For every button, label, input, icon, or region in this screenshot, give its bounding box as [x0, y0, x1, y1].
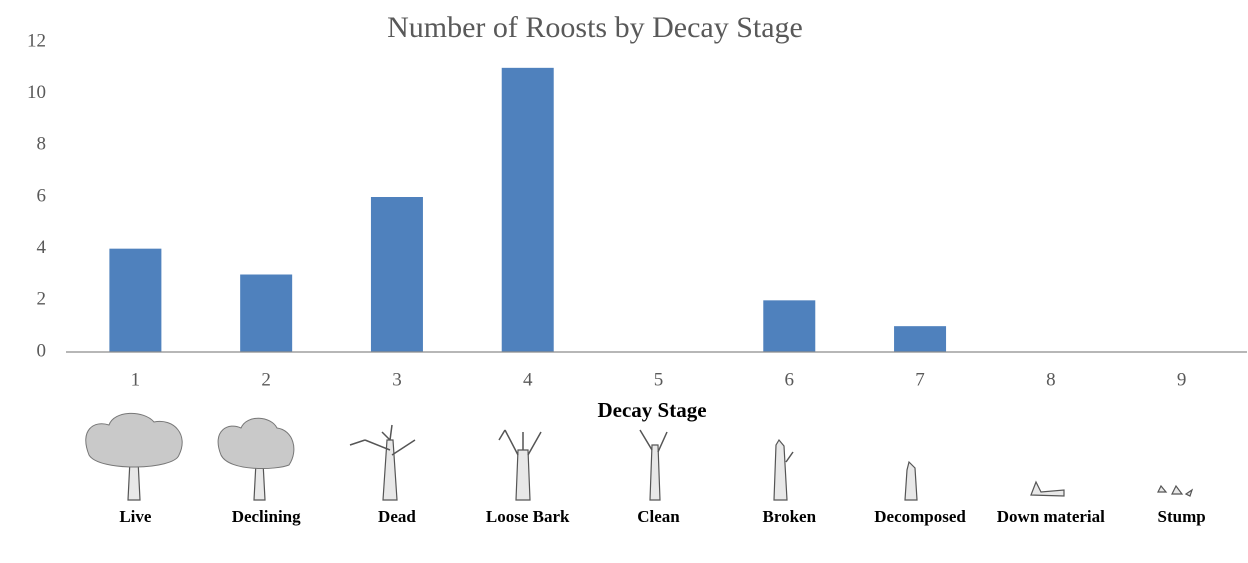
illustration-label: Declining — [232, 507, 301, 526]
icon-live — [86, 413, 182, 500]
y-tick-label: 12 — [27, 30, 46, 51]
x-axis-title: Decay Stage — [597, 398, 706, 422]
bar — [240, 275, 292, 353]
illustration-label: Decomposed — [874, 507, 966, 526]
chart: Number of Roosts by Decay Stage Decay St… — [0, 0, 1248, 563]
x-tick-label: 7 — [915, 369, 925, 390]
icon-broken — [774, 440, 793, 500]
y-tick-label: 2 — [37, 289, 47, 310]
y-tick-label: 8 — [37, 134, 47, 155]
x-tick-label: 5 — [654, 369, 664, 390]
x-tick-label: 6 — [785, 369, 795, 390]
icon-declining — [218, 418, 294, 500]
bar — [109, 249, 161, 352]
illustration-label: Stump — [1158, 507, 1206, 526]
illustration-label: Dead — [378, 507, 416, 526]
x-tick-label: 9 — [1177, 369, 1187, 390]
x-tick-label: 8 — [1046, 369, 1056, 390]
icon-decomposed — [905, 462, 917, 500]
bar — [371, 197, 423, 352]
bar — [502, 68, 554, 352]
bar — [894, 326, 946, 352]
x-tick-label: 3 — [392, 369, 402, 390]
icon-clean — [640, 430, 667, 500]
x-tick-label: 4 — [523, 369, 533, 390]
bar — [763, 300, 815, 352]
y-tick-label: 0 — [37, 340, 47, 361]
icon-loose-bark — [499, 430, 541, 500]
illustration-label: Loose Bark — [486, 507, 570, 526]
y-tick-label: 6 — [37, 185, 47, 206]
illustrations — [86, 413, 1192, 500]
icon-stump — [1158, 486, 1192, 496]
x-tick-label: 2 — [261, 369, 271, 390]
y-tick-label: 4 — [37, 237, 47, 258]
x-tick-label: 1 — [131, 369, 141, 390]
illustration-label: Down material — [997, 507, 1105, 526]
illustration-label: Live — [119, 507, 152, 526]
illustration-label: Clean — [637, 507, 680, 526]
icon-down-material — [1031, 482, 1064, 496]
icon-dead — [350, 425, 415, 500]
illustration-label: Broken — [763, 507, 817, 526]
y-tick-label: 10 — [27, 82, 46, 103]
chart-title: Number of Roosts by Decay Stage — [387, 11, 803, 44]
